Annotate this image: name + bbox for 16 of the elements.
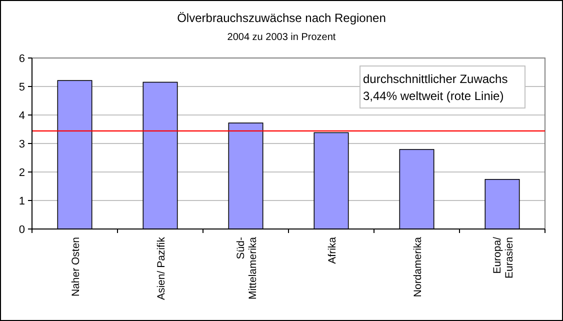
chart-subtitle: 2004 zu 2003 in Prozent: [227, 32, 336, 43]
x-tick-label: Süd- Mittelamerika: [234, 236, 259, 300]
chart-title: Ölverbrauchszuwächse nach Regionen: [177, 11, 386, 25]
x-tick-label: Afrika: [326, 236, 338, 264]
x-tick-label: Nordamerika: [412, 236, 424, 298]
y-tick-label: 3: [18, 138, 25, 150]
y-tick-label: 2: [18, 166, 25, 179]
y-tick-label: 0: [18, 224, 25, 236]
x-tick-label: Asien/ Pazifik: [155, 236, 168, 300]
x-tick-label: Europa/ Eurasien: [491, 236, 516, 278]
x-tick-label: Naher Osten: [70, 236, 82, 297]
y-tick-label: 5: [18, 81, 25, 94]
y-tick-label: 6: [18, 52, 25, 65]
y-tick-label: 4: [18, 110, 25, 122]
annotation: durchschnittlicher Zuwachs 3,44% weltweit (rote Linie): [363, 72, 508, 103]
y-tick-label: 1: [18, 195, 25, 208]
